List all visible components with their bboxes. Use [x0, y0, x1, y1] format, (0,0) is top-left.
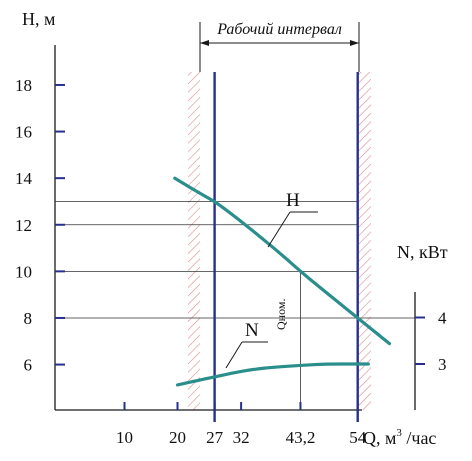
x-tick-label: 43,2	[286, 428, 316, 447]
y-left-tick-label: 14	[15, 169, 33, 188]
interval-right-hatch	[359, 72, 371, 410]
y-left-tick-label: 10	[15, 262, 32, 281]
h-curve-label: H	[286, 190, 300, 211]
h-curve-leader	[267, 211, 291, 248]
y-right-tick-label: 3	[438, 355, 447, 374]
curve-n	[175, 362, 370, 387]
x-tick-label: 54	[349, 428, 367, 447]
n-curve-leader	[225, 341, 243, 369]
x-axis-title-sup: 3	[396, 427, 402, 439]
reference-lines	[55, 201, 423, 410]
y-left-tick-label: 6	[24, 356, 33, 375]
nominal-flow-label: Qном.	[274, 299, 288, 330]
x-tick-label: 32	[233, 428, 250, 447]
y-left-tick-label: 16	[15, 123, 32, 142]
x-tick-label: 10	[116, 428, 133, 447]
curves	[173, 176, 392, 387]
interval-boundaries	[213, 72, 359, 422]
x-axis-title-tail: /час	[402, 428, 437, 448]
x-tick-label: 20	[169, 428, 186, 447]
y-axis-left-title: H, м	[22, 9, 55, 29]
interval-label: Рабочий интервал	[216, 21, 342, 38]
x-tick-label: 27	[206, 428, 224, 447]
y-axis-right-title: N, кВт	[397, 242, 448, 262]
ticks: 6 8 10 12 14 16 18 3 4 10 20 27 32 43,2 54	[15, 76, 447, 447]
x-axis-title: Q, м3 /час	[363, 427, 436, 448]
curve-h	[173, 176, 392, 346]
n-curve-label: N	[245, 320, 259, 341]
y-left-tick-label: 8	[24, 309, 33, 328]
interval-arrow-left	[200, 40, 209, 46]
x-axis-title-main: Q, м	[363, 428, 396, 448]
interval-left-hatch	[188, 72, 200, 410]
interval-arrow-right	[350, 40, 359, 46]
y-left-tick-label: 18	[15, 76, 32, 95]
y-left-tick-label: 12	[15, 216, 32, 235]
y-right-tick-label: 4	[438, 309, 447, 328]
